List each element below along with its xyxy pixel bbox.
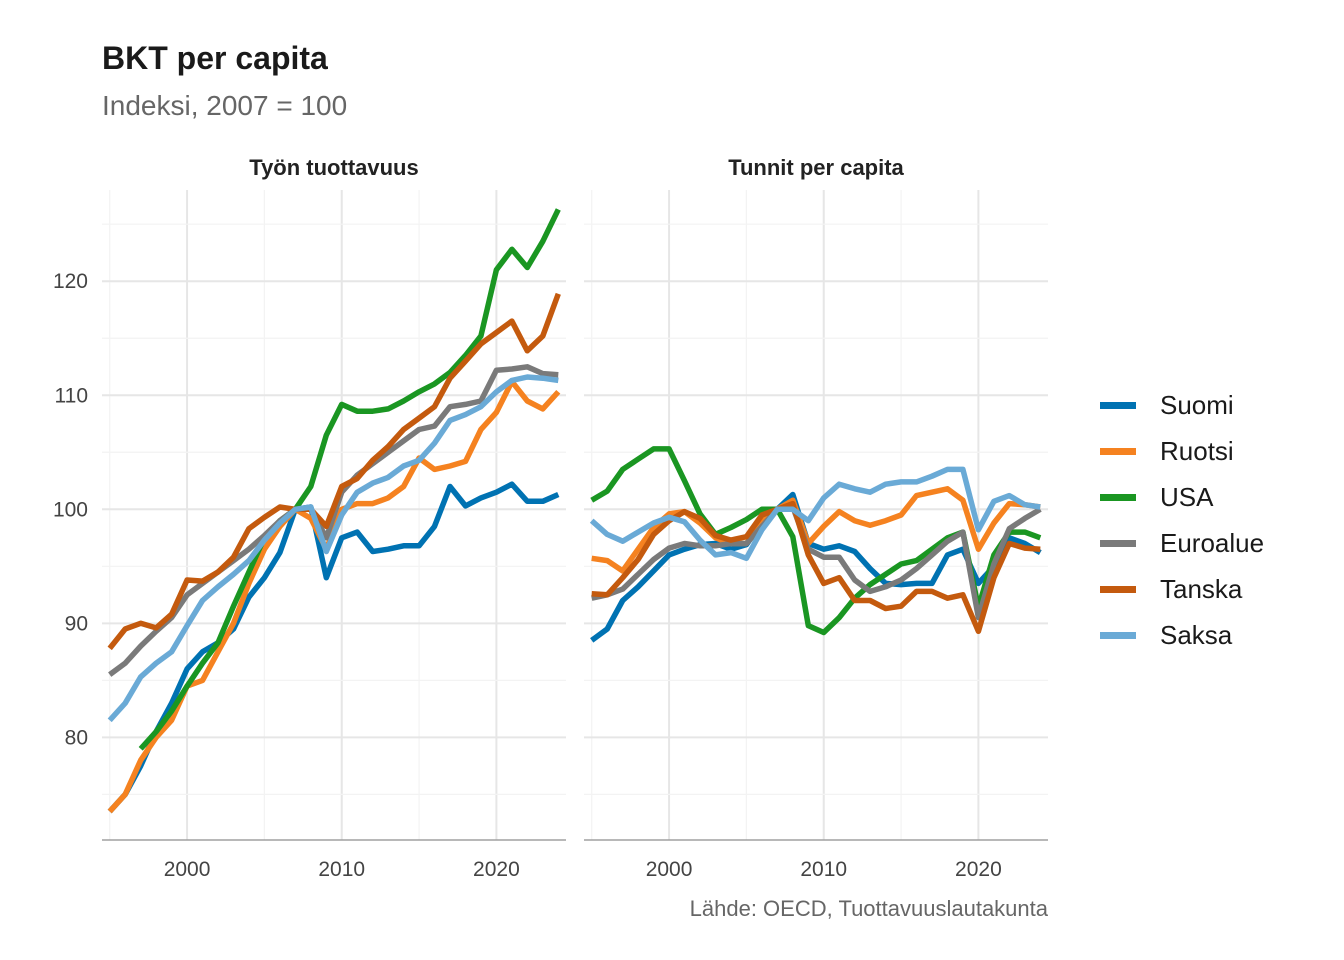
legend-swatch bbox=[1100, 631, 1136, 639]
legend-label: USA bbox=[1160, 481, 1214, 512]
x-tick-label: 2020 bbox=[955, 858, 1002, 881]
chart-title: BKT per capita bbox=[102, 40, 328, 76]
legend-label: Suomi bbox=[1160, 389, 1234, 420]
legend-swatch bbox=[1100, 493, 1136, 501]
legend-item: Ruotsi bbox=[1100, 428, 1264, 474]
legend: Suomi Ruotsi USA Euroalue Tanska Saksa bbox=[1100, 382, 1264, 658]
legend-label: Tanska bbox=[1160, 573, 1243, 604]
y-tick-label: 80 bbox=[65, 726, 88, 749]
legend-label: Euroalue bbox=[1160, 527, 1265, 558]
legend-label: Saksa bbox=[1160, 619, 1233, 650]
legend-item: Suomi bbox=[1100, 382, 1264, 428]
legend-swatch bbox=[1100, 585, 1136, 593]
legend-swatch bbox=[1100, 539, 1136, 547]
x-tick-label: 2000 bbox=[646, 858, 693, 881]
x-tick-label: 2000 bbox=[164, 858, 211, 881]
panel-title: Työn tuottavuus bbox=[249, 155, 418, 180]
series-line-saksa bbox=[107, 374, 559, 723]
y-tick-label: 110 bbox=[55, 384, 88, 407]
y-tick-label: 90 bbox=[65, 612, 88, 635]
source-caption: Lähde: OECD, Tuottavuuslautakunta bbox=[689, 896, 1048, 921]
chart-subtitle: Indeksi, 2007 = 100 bbox=[102, 90, 348, 121]
legend-item: USA bbox=[1100, 474, 1264, 520]
x-tick-label: 2010 bbox=[318, 858, 365, 881]
legend-swatch bbox=[1100, 447, 1136, 455]
y-tick-label: 120 bbox=[53, 270, 88, 293]
panel-title: Tunnit per capita bbox=[728, 155, 904, 180]
legend-swatch bbox=[1100, 401, 1136, 409]
y-tick-label: 100 bbox=[53, 498, 88, 521]
x-tick-label: 2020 bbox=[473, 858, 520, 881]
series-line-tanska bbox=[107, 292, 561, 651]
legend-label: Ruotsi bbox=[1160, 435, 1234, 466]
series-line-euroalue bbox=[108, 364, 559, 677]
x-tick-label: 2010 bbox=[800, 858, 847, 881]
legend-item: Euroalue bbox=[1100, 520, 1264, 566]
series-line-tanska bbox=[591, 500, 1041, 635]
series-line-euroalue bbox=[591, 504, 1042, 621]
series-line-suomi bbox=[107, 481, 560, 814]
legend-item: Saksa bbox=[1100, 612, 1264, 658]
legend-item: Tanska bbox=[1100, 566, 1264, 612]
series-line-saksa bbox=[589, 466, 1041, 562]
series-line-usa bbox=[138, 208, 561, 751]
